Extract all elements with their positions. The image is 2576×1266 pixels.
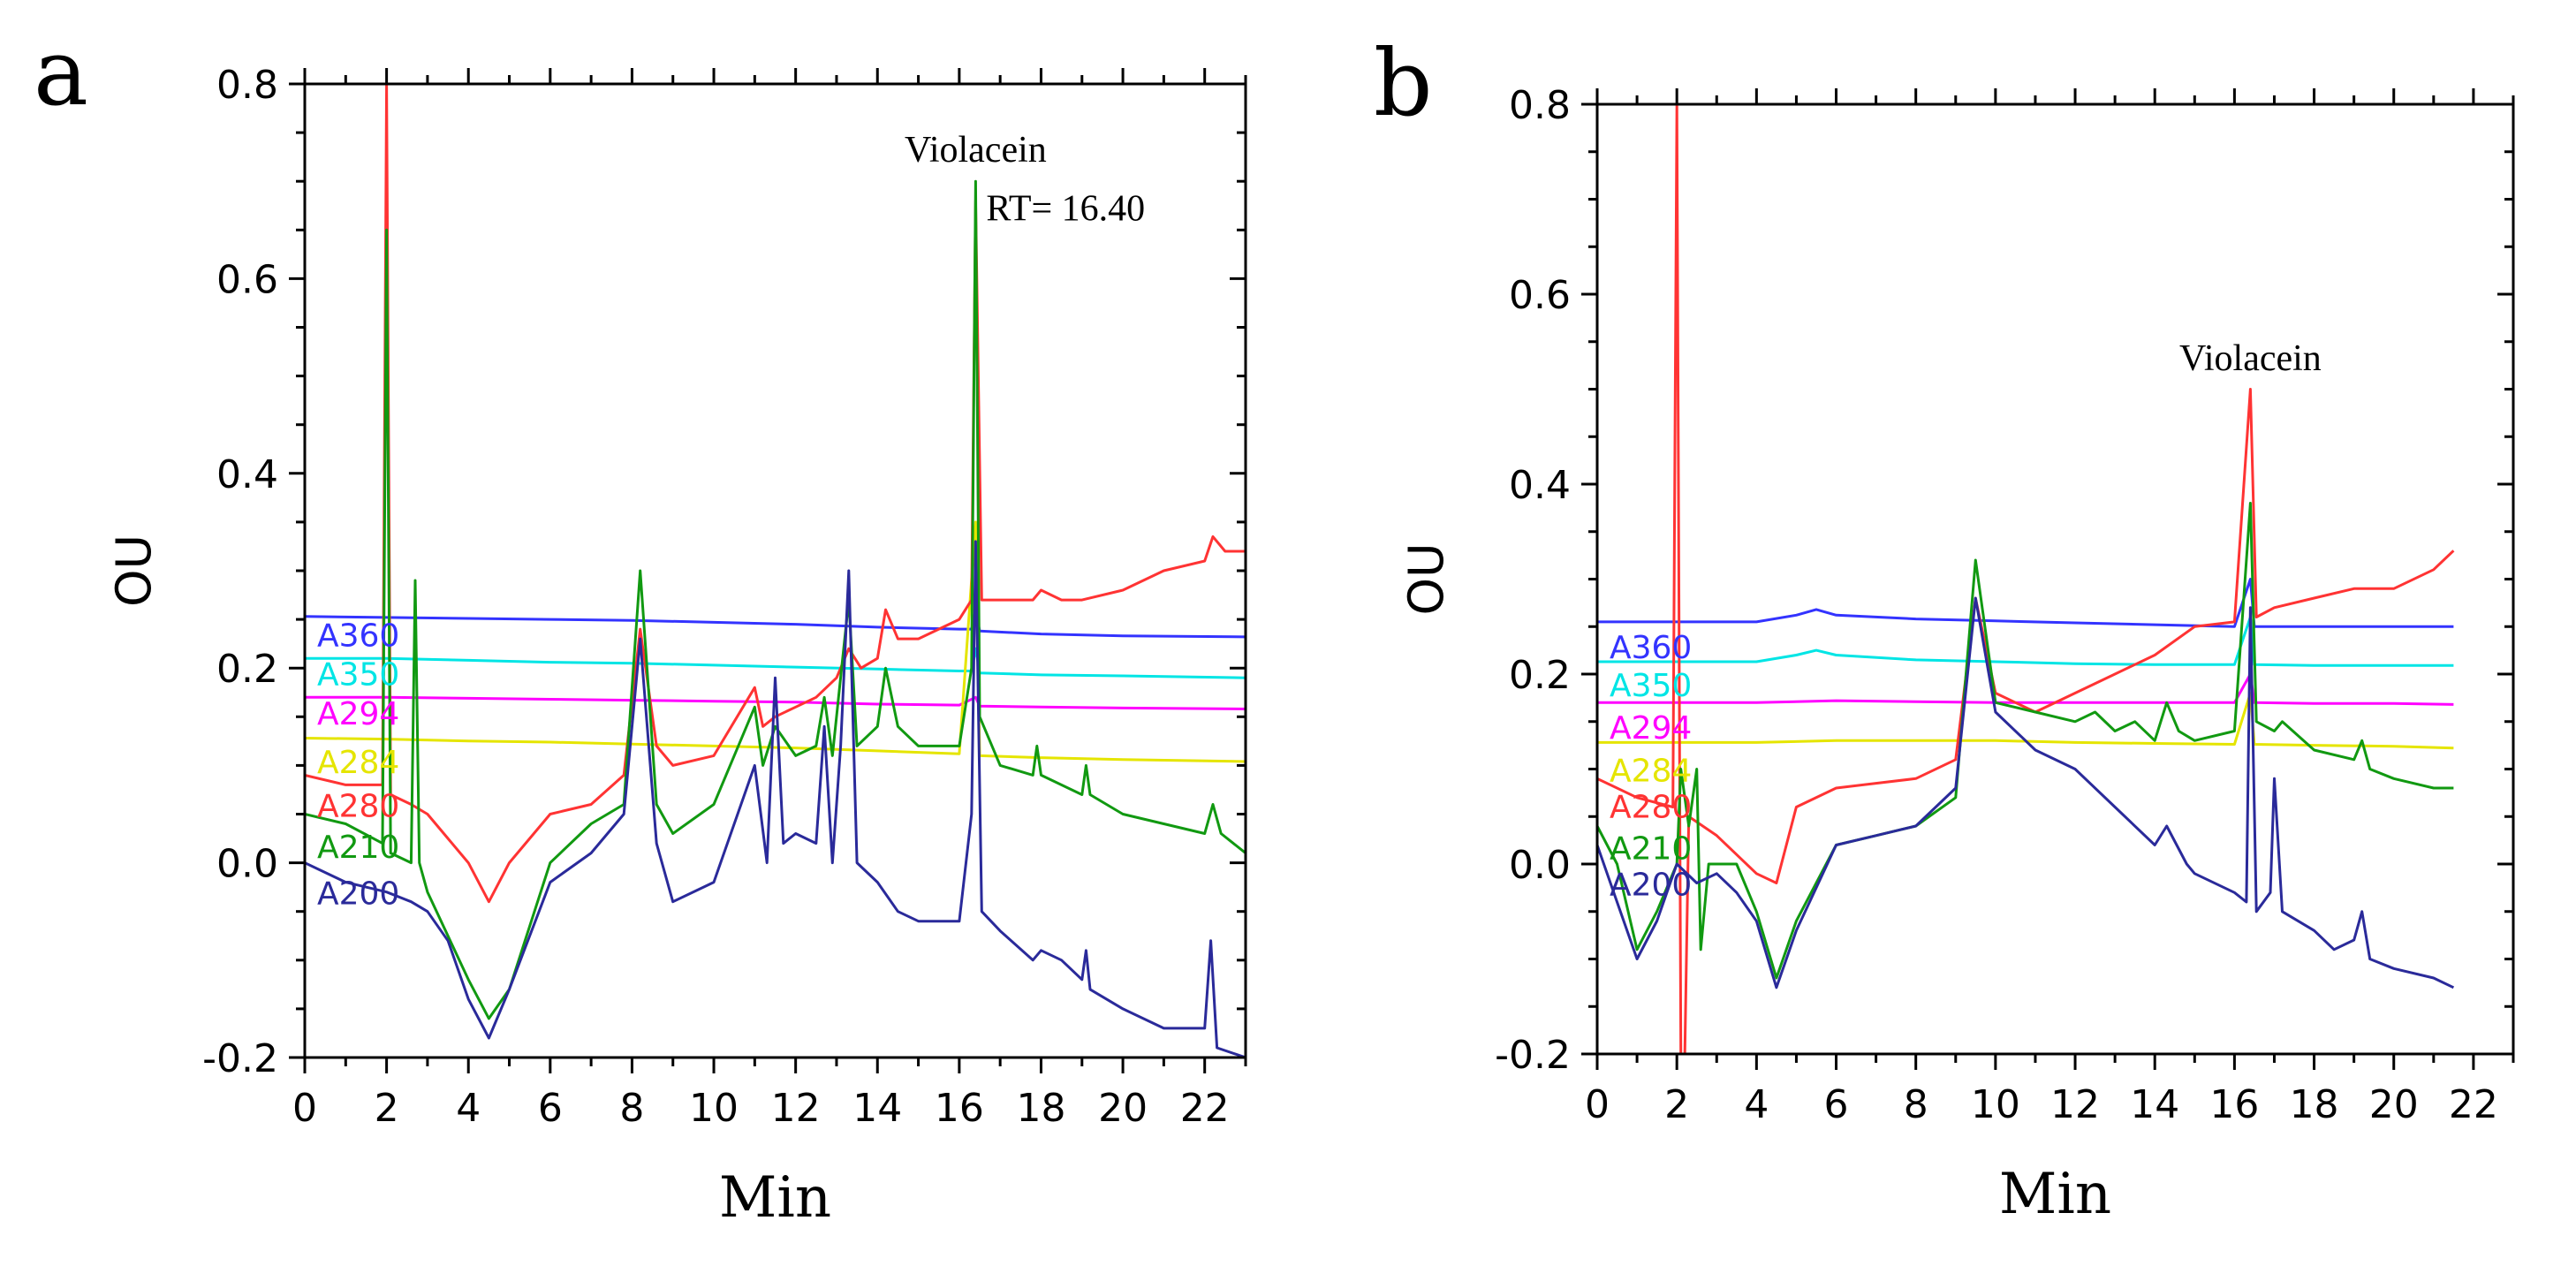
panel-letter: a: [34, 19, 88, 126]
x-tick-label: 18: [1016, 1086, 1065, 1131]
y-tick-label: 0.6: [216, 257, 278, 302]
x-tick-label: 12: [2050, 1082, 2100, 1127]
plot-frame: [1595, 102, 2515, 1056]
x-tick-label: 2: [375, 1086, 399, 1131]
x-tick-label: 14: [2130, 1082, 2179, 1127]
series-label-a284: A284: [1610, 754, 1692, 790]
x-tick-label: 4: [456, 1086, 481, 1131]
series-label-a200: A200: [1610, 868, 1692, 904]
series-label-a350: A350: [317, 657, 399, 694]
series-line-a280: [1597, 104, 2455, 1054]
series-label-a294: A294: [317, 696, 399, 732]
y-tick-label: 0.4: [216, 452, 278, 497]
series-lines: [305, 84, 1246, 1058]
x-tick-label: 22: [2449, 1082, 2498, 1127]
y-tick-label: 0.2: [1509, 653, 1571, 698]
series-line-a360: [305, 608, 1246, 639]
series-line-a360: [1597, 578, 2454, 628]
x-tick-label: 6: [538, 1086, 563, 1131]
series-line-a284: [305, 520, 1246, 763]
series-label-a360: A360: [1610, 630, 1692, 666]
x-tick-label: 6: [1824, 1082, 1849, 1127]
x-tick-label: 4: [1744, 1082, 1769, 1127]
x-tick-label: 12: [771, 1086, 821, 1131]
x-tick-label: 10: [1971, 1082, 2020, 1127]
y-axis-title: OU: [1398, 542, 1454, 615]
series-label-a280: A280: [317, 788, 399, 824]
panel-letter: b: [1374, 29, 1433, 137]
x-tick-label: 2: [1664, 1082, 1689, 1127]
series-line-a294: [1597, 672, 2454, 706]
y-tick-label: 0.0: [1509, 843, 1571, 888]
series-line-a200: [1597, 596, 2455, 989]
x-axis-title: Min: [719, 1165, 831, 1231]
x-tick-label: 16: [2209, 1082, 2259, 1127]
x-tick-label: 8: [1904, 1082, 1928, 1127]
y-tick-label: -0.2: [202, 1036, 278, 1081]
series-lines: [1597, 104, 2455, 1054]
series-line-a294: [305, 695, 1246, 710]
y-tick-label: -0.2: [1495, 1033, 1571, 1078]
x-tick-label: 8: [619, 1086, 644, 1131]
series-label-a210: A210: [317, 830, 399, 866]
y-tick-label: 0.8: [1509, 83, 1571, 128]
y-tick-label: 0.4: [1509, 463, 1571, 508]
x-tick-label: 22: [1180, 1086, 1230, 1131]
series-line-a284: [1597, 692, 2454, 750]
series-line-a350: [305, 647, 1246, 679]
x-tick-label: 0: [292, 1086, 317, 1131]
x-tick-label: 18: [2290, 1082, 2339, 1127]
annotation-violacein: Violacein: [2179, 338, 2322, 379]
series-line-a280: [305, 84, 1246, 904]
series-line-a210: [1597, 502, 2454, 980]
x-tick-label: 10: [689, 1086, 739, 1131]
y-tick-label: 0.8: [216, 63, 278, 108]
annotation-violacein: Violacein: [905, 130, 1047, 171]
x-tick-label: 0: [1585, 1082, 1610, 1127]
y-tick-label: 0.2: [216, 647, 278, 692]
x-tick-label: 20: [1098, 1086, 1148, 1131]
x-tick-label: 20: [2369, 1082, 2419, 1127]
series-line-a210: [305, 179, 1246, 1020]
y-tick-label: 0.0: [216, 842, 278, 887]
series-label-a294: A294: [1610, 710, 1692, 747]
y-tick-label: 0.6: [1509, 273, 1571, 318]
series-line-a200: [305, 540, 1246, 1058]
plot-frame: [303, 82, 1247, 1059]
series-label-a360: A360: [317, 618, 399, 655]
series-label-a350: A350: [1610, 668, 1692, 704]
x-tick-label: 14: [852, 1086, 902, 1131]
y-axis-title: OU: [106, 534, 162, 607]
x-axis-title: Min: [1999, 1162, 2111, 1227]
x-tick-label: 16: [935, 1086, 984, 1131]
series-label-a284: A284: [317, 745, 399, 781]
series-label-a280: A280: [1610, 789, 1692, 825]
series-label-a200: A200: [317, 876, 399, 913]
series-label-a210: A210: [1610, 831, 1692, 868]
series-line-a350: [1597, 616, 2454, 667]
annotation-retention-time: RT= 16.40: [986, 188, 1145, 229]
